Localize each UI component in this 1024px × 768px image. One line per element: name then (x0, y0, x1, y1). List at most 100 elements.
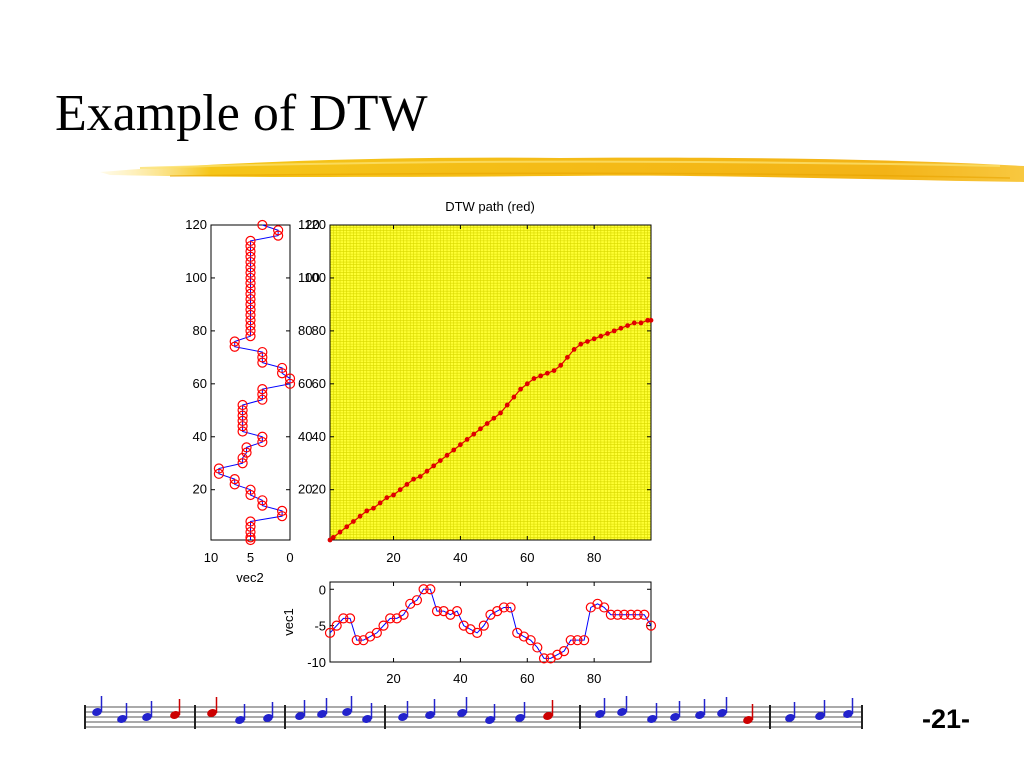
dtw-path-point (424, 468, 430, 474)
music-note-head (457, 709, 467, 717)
dtw-path-point (384, 495, 390, 501)
dtw-path-point (471, 431, 477, 437)
vec1-y-tick-label: 0 (319, 582, 326, 597)
vec2-marker (245, 267, 256, 278)
dtw-path-point (565, 354, 570, 360)
dtw-matrix-grid (329, 224, 652, 541)
music-note-head (342, 708, 352, 716)
dtw-path-point (645, 317, 651, 323)
dtw-path-point (571, 347, 577, 352)
vec1-marker (498, 602, 509, 613)
dtw-path-point (484, 421, 490, 426)
vec1-marker (505, 602, 516, 613)
vec2-marker (245, 320, 256, 331)
matrix-y-tick-label: 120 (304, 217, 326, 232)
dtw-path-point (478, 426, 483, 432)
dtw-path-point (531, 376, 537, 381)
vec2-y-tick-label-right: 100 (298, 270, 320, 285)
vec1-marker (331, 620, 342, 631)
dtw-path-point (451, 447, 457, 453)
vec1-series (324, 584, 657, 664)
dtw-path-point (344, 524, 350, 530)
vec1-marker (645, 620, 657, 631)
vec1-axis-label: vec1 (281, 608, 296, 635)
music-note-head (670, 713, 680, 721)
dtw-path-point (544, 370, 550, 376)
vec2-marker (245, 299, 256, 310)
matrix-y-tick-label: 20 (312, 482, 326, 497)
music-note-head (485, 716, 495, 724)
vec1-marker (418, 584, 429, 595)
music-note-head (717, 709, 727, 717)
vec1-marker (625, 609, 637, 620)
vec1-y-tick-label: -5 (314, 619, 326, 634)
dtw-path-point (551, 368, 557, 373)
vec2-marker (257, 384, 268, 395)
vec2-marker (229, 341, 240, 352)
vec2-marker (213, 463, 224, 474)
dtw-matrix-y-ticks: 20 40 60 80 100 120 (304, 217, 651, 497)
vec2-marker (229, 474, 240, 485)
vec2-marker (245, 304, 256, 315)
vec2-x-tick-label: 0 (286, 550, 293, 565)
matrix-x-tick-label: 60 (520, 550, 534, 565)
dtw-path-point (458, 442, 463, 448)
vec2-marker (241, 442, 252, 453)
vec2-marker (257, 219, 268, 231)
vec2-marker (284, 373, 296, 384)
matrix-y-tick-label: 80 (312, 323, 326, 338)
vec1-marker (532, 642, 543, 653)
vec2-x-tick-label: 10 (204, 550, 218, 565)
vec1-marker (612, 609, 623, 620)
vec1-marker (351, 635, 362, 646)
vec2-y-tick-label: 120 (185, 217, 207, 232)
vec2-marker (277, 362, 288, 374)
dtw-path-point (411, 476, 416, 482)
music-note-head (117, 715, 127, 723)
vec2-marker (245, 246, 256, 257)
dtw-path-point (591, 336, 597, 342)
dtw-path-point (364, 508, 370, 514)
dtw-path-point (327, 537, 333, 543)
dtw-path-point (404, 482, 410, 487)
matrix-x-tick-label: 40 (453, 550, 467, 565)
music-note-head (543, 712, 553, 720)
dtw-path-point (605, 331, 610, 336)
dtw-path-point (631, 320, 637, 326)
vec2-marker (257, 436, 268, 448)
vec2-marker (277, 505, 288, 516)
vec1-x-tick-label: 80 (587, 671, 601, 686)
vec1-marker (619, 609, 630, 620)
dtw-path-point (431, 463, 437, 469)
music-note-head (295, 712, 305, 720)
vec2-y-tick-label-right: 60 (298, 376, 312, 391)
vec2-marker (229, 479, 240, 490)
vec2-marker (284, 378, 296, 389)
vec1-marker (425, 584, 436, 595)
dtw-path-point (371, 505, 376, 511)
vec1-marker (639, 609, 650, 620)
vec2-marker (245, 331, 256, 342)
vec1-marker (378, 620, 389, 631)
music-note-head (398, 713, 408, 721)
dtw-path-point (504, 402, 510, 408)
dtw-path-point (444, 452, 450, 458)
vec2-y-tick-label-right: 20 (298, 482, 312, 497)
vec2-series (213, 219, 296, 546)
dtw-path-point (357, 513, 363, 519)
vec1-marker (565, 635, 576, 646)
vec2-marker (237, 410, 248, 421)
vec2-marker (245, 484, 256, 495)
dtw-path-point (648, 317, 654, 323)
vec2-y-tick-label: 60 (193, 376, 207, 391)
vec2-marker (257, 389, 268, 400)
vec2-y-tick-label: 20 (193, 482, 207, 497)
vec1-marker (558, 645, 570, 657)
vec2-marker (257, 431, 268, 442)
vec2-x-tick-label: 5 (247, 550, 254, 565)
music-note-head (617, 708, 627, 716)
vec1-marker (472, 627, 483, 639)
dtw-matrix-title: DTW path (red) (445, 199, 535, 214)
vec2-marker (237, 426, 248, 437)
vec1-y-ticks: 0 -5 -10 (307, 582, 651, 670)
